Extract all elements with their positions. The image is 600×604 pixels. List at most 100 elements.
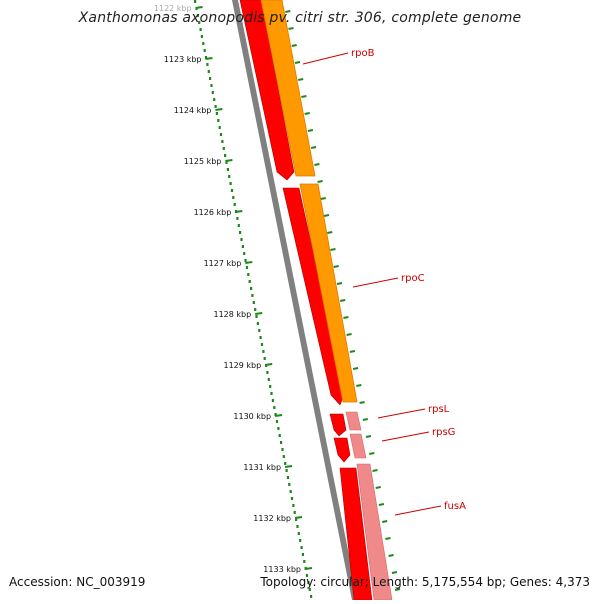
track-tick xyxy=(394,588,401,591)
ruler-dot xyxy=(230,189,234,192)
gene-label-rpoc[interactable]: rpoC xyxy=(401,273,425,284)
ruler-dot xyxy=(215,112,218,115)
ruler-dot xyxy=(274,413,277,416)
ruler-dot xyxy=(290,497,294,500)
ruler-dot xyxy=(263,357,266,360)
ruler-dot xyxy=(200,35,203,38)
ruler-dot xyxy=(251,294,254,297)
gene-labels: rpoB rpoC rpsL rpsG fusA xyxy=(302,48,466,516)
ruler-dot xyxy=(260,343,264,346)
ruler-dot xyxy=(270,392,273,395)
track-tick xyxy=(294,61,301,64)
accession-text: Accession: NC_003919 xyxy=(9,575,146,589)
ruler-dot xyxy=(240,238,243,241)
ruler-dot xyxy=(202,42,205,45)
ruler-label: 1122 kbp xyxy=(154,4,192,13)
track-tick xyxy=(298,78,304,81)
ruler-dot xyxy=(229,182,232,185)
ruler-dot xyxy=(198,21,201,24)
topology-text: Topology: circular; Length: 5,175,554 bp… xyxy=(260,575,590,589)
track-tick xyxy=(391,571,398,574)
ruler-dot xyxy=(258,329,261,332)
ruler-dot xyxy=(266,371,269,374)
ruler-dot xyxy=(307,581,310,584)
track-tick xyxy=(346,333,352,336)
ruler-major-tick xyxy=(225,159,233,162)
ruler-dot xyxy=(250,287,253,290)
cds-feature-rpob-red[interactable] xyxy=(239,0,295,181)
ruler-dot xyxy=(296,525,299,528)
ruler-dot xyxy=(256,322,259,325)
ruler-dot xyxy=(219,133,223,136)
ruler-dot xyxy=(218,126,221,129)
ruler-label: 1123 kbp xyxy=(164,55,202,64)
track-tick xyxy=(382,520,388,523)
track-tick xyxy=(330,248,336,251)
track-tick xyxy=(327,231,333,234)
gene-feature-rpob-orange[interactable] xyxy=(260,0,316,177)
ruler-dot xyxy=(289,490,292,493)
ruler-dot xyxy=(295,518,298,521)
gene-feature-rpoc-orange[interactable] xyxy=(299,183,358,403)
ruler-dot xyxy=(259,336,262,339)
ruler-dot xyxy=(226,168,229,171)
ruler-label: 1127 kbp xyxy=(204,259,242,268)
cds-feature-rpsl-red[interactable] xyxy=(329,413,347,437)
ruler-dot xyxy=(206,63,209,66)
ruler-dot xyxy=(203,49,206,52)
cds-feature-rpoc-red[interactable] xyxy=(282,187,345,406)
ruler-dot xyxy=(303,560,306,563)
track-tick xyxy=(323,214,330,217)
gene-label-rpob[interactable]: rpoB xyxy=(351,48,375,59)
track-tick xyxy=(356,384,362,387)
cds-feature-rpsg-red[interactable] xyxy=(333,437,351,463)
ruler-dot xyxy=(209,77,212,80)
ruler-dot xyxy=(211,91,214,94)
ruler-dot xyxy=(213,98,216,101)
ruler-major-tick xyxy=(215,108,223,111)
ruler-dot xyxy=(221,140,224,143)
ruler-dot xyxy=(243,252,246,255)
ruler-dot xyxy=(262,350,265,353)
gene-feature-rpsg-pink[interactable] xyxy=(349,433,367,459)
gene-label-rpsg[interactable]: rpsG xyxy=(432,427,455,438)
ruler-dot xyxy=(278,434,281,437)
ruler-dot xyxy=(288,483,291,486)
gene-feature-rpsl-pink[interactable] xyxy=(345,411,362,431)
ruler-dot xyxy=(297,532,300,535)
track-tick xyxy=(385,537,391,540)
ruler-major-tick xyxy=(205,57,213,60)
ruler-dot xyxy=(222,147,225,150)
gene-label-leader-rpoc xyxy=(352,277,399,288)
ruler-dot xyxy=(217,119,220,122)
gene-label-fusa[interactable]: fusA xyxy=(444,501,466,512)
track-tick xyxy=(314,163,320,166)
ruler-label: 1126 kbp xyxy=(194,208,232,217)
gene-label-leader-rpob xyxy=(302,52,349,65)
gene-label-leader-fusa xyxy=(394,505,442,516)
genome-title: Xanthomonas axonopodis pv. citri str. 30… xyxy=(78,10,522,26)
gene-label-rpsl[interactable]: rpsL xyxy=(428,404,450,415)
ruler-label: 1130 kbp xyxy=(233,412,271,421)
ruler-label: 1125 kbp xyxy=(184,157,222,166)
ruler-dot xyxy=(285,469,288,472)
ruler-dot xyxy=(280,441,283,444)
track-tick xyxy=(362,418,368,421)
gene-label-leader-rpsl xyxy=(377,408,426,419)
ruler-dot xyxy=(310,595,313,598)
ruler-label: 1124 kbp xyxy=(174,106,212,115)
ruler-dot xyxy=(247,273,250,276)
ruler-dot xyxy=(210,84,213,87)
ruler-dot xyxy=(224,154,227,157)
ruler-label: 1129 kbp xyxy=(223,361,261,370)
ruler-dot xyxy=(204,56,208,59)
track-tick xyxy=(317,180,323,183)
ruler-major-tick xyxy=(195,6,203,9)
track-tick xyxy=(320,197,326,200)
ruler-dot xyxy=(245,266,249,269)
ruler-major-tick xyxy=(265,363,273,366)
track-tick xyxy=(372,469,378,472)
ruler-label: 1132 kbp xyxy=(253,514,291,523)
track-tick xyxy=(352,367,359,370)
